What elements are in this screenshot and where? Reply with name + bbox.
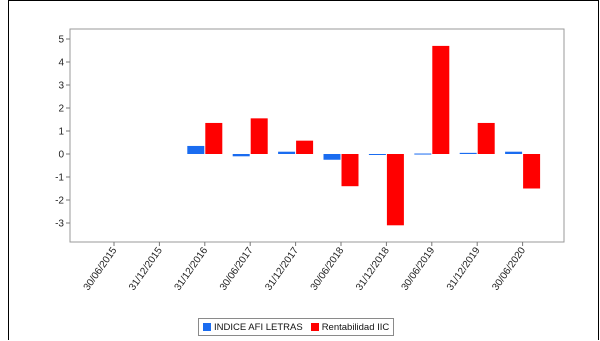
bar-indice-afi-letras — [187, 145, 205, 154]
bar-rentabilidad-iic — [386, 154, 404, 226]
legend-item-series-2: Rentabilidad IIC — [310, 321, 390, 333]
bars — [187, 45, 541, 226]
x-tick-label: 30/06/2015 — [82, 245, 120, 293]
x-tick-label: 30/06/2019 — [400, 245, 438, 293]
legend-label-series-2: Rentabilidad IIC — [321, 321, 390, 333]
x-tick-label: 30/06/2020 — [490, 245, 528, 293]
x-tick-label: 31/12/2019 — [445, 245, 483, 293]
bar-indice-afi-letras — [323, 154, 341, 160]
bar-indice-afi-letras — [232, 154, 250, 157]
bar-rentabilidad-iic — [296, 140, 314, 154]
chart-frame — [8, 0, 599, 340]
bar-rentabilidad-iic — [250, 118, 268, 154]
x-axis: 30/06/2015 31/12/2015 31/12/2016 30/06/2017… — [82, 242, 528, 293]
legend-swatch-series-2 — [310, 323, 319, 331]
x-tick-label: 31/12/2016 — [173, 245, 211, 293]
legend-swatch-series-1 — [203, 323, 211, 331]
y-tick-label: 0 — [58, 150, 64, 161]
bar-rentabilidad-iic — [477, 122, 495, 154]
bar-indice-afi-letras — [459, 152, 477, 154]
bar-indice-afi-letras — [414, 153, 432, 155]
x-tick-label: 30/06/2017 — [218, 245, 256, 293]
bar-indice-afi-letras — [505, 151, 523, 154]
y-tick-label: 2 — [58, 104, 64, 115]
x-tick-label: 31/12/2015 — [127, 245, 165, 293]
x-tick-label: 31/12/2018 — [354, 245, 392, 293]
y-tick-label: -3 — [55, 219, 64, 230]
bar-indice-afi-letras — [278, 151, 296, 154]
y-tick-label: -2 — [55, 196, 64, 207]
y-tick-label: 4 — [58, 58, 64, 69]
y-tick-label: -1 — [55, 173, 64, 184]
x-tick-label: 30/06/2018 — [309, 245, 347, 293]
plot-area — [69, 28, 565, 243]
bar-rentabilidad-iic — [341, 154, 359, 187]
y-tick-label: 5 — [58, 35, 64, 46]
bar-rentabilidad-iic — [523, 154, 541, 189]
bar-rentabilidad-iic — [432, 45, 450, 154]
bar-indice-afi-letras — [368, 154, 386, 155]
legend-label-series-1: INDICE AFI LETRAS — [214, 321, 303, 333]
bar-rentabilidad-iic — [205, 122, 223, 154]
legend-item-series-1: INDICE AFI LETRAS — [203, 322, 303, 333]
y-tick-label: 3 — [58, 81, 64, 92]
x-tick-label: 31/12/2017 — [263, 245, 301, 293]
y-tick-label: 1 — [58, 127, 64, 138]
y-axis: 5 4 3 2 1 0 -1 -2 -3 — [55, 35, 70, 230]
legend: INDICE AFI LETRAS Rentabilidad IIC — [198, 318, 395, 336]
